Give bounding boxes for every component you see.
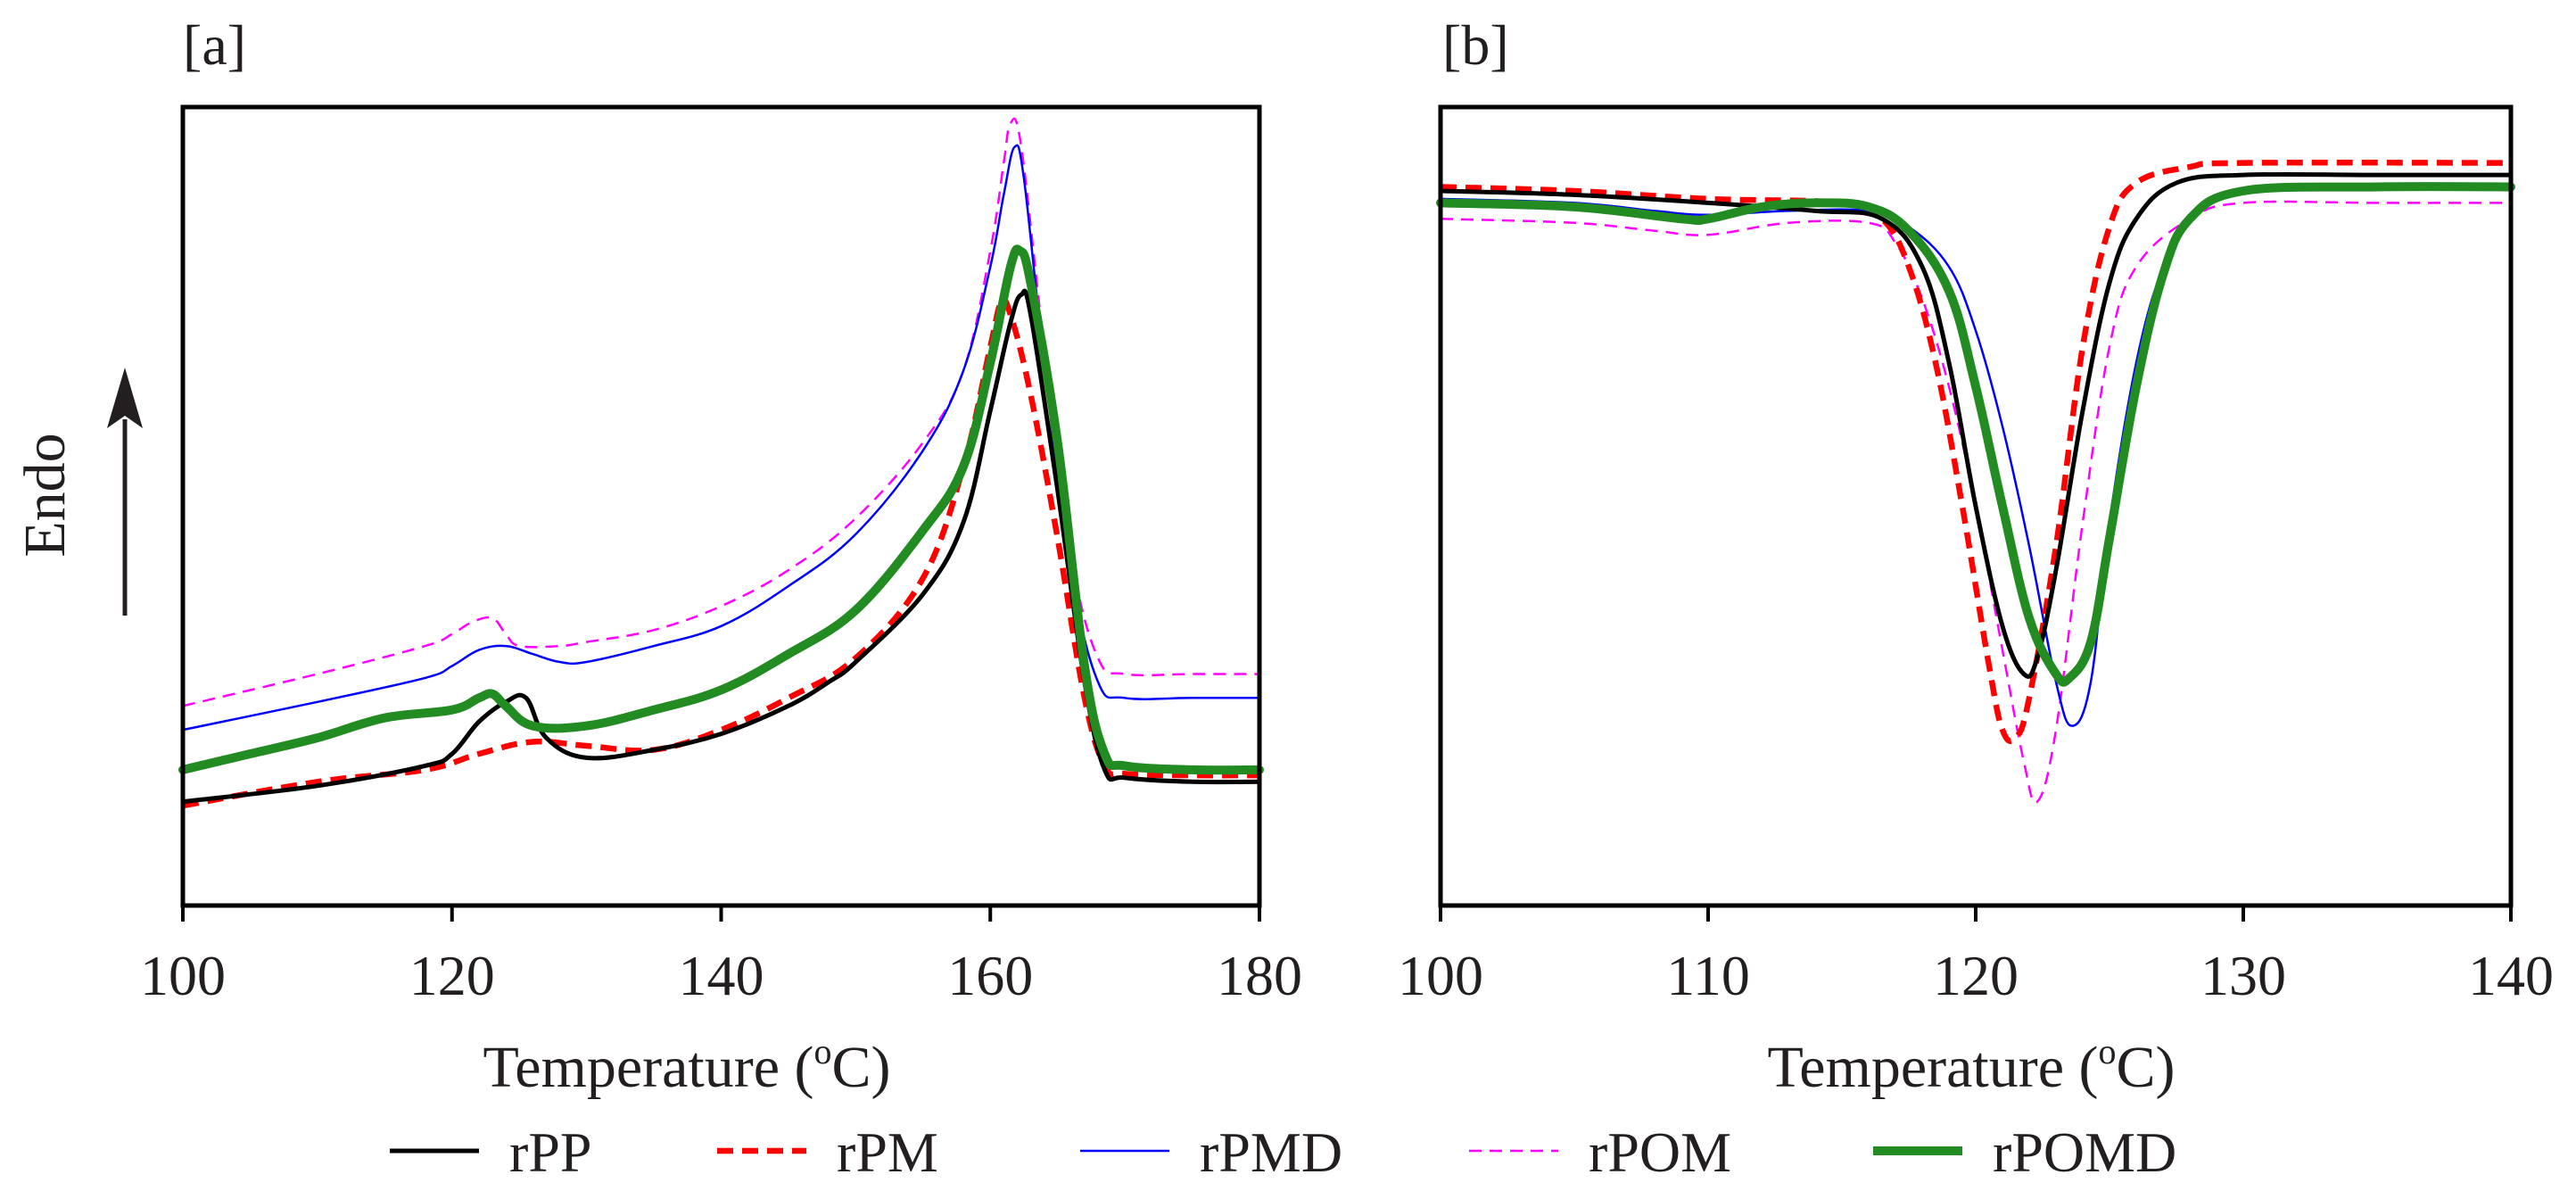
panel-b-series-rpp <box>1438 171 2514 679</box>
panel-b-series-rpom <box>1440 200 2511 805</box>
panel-a-y-axis-label: Endo <box>12 433 78 557</box>
legend-label-rpom: rPOM <box>1589 1121 1731 1184</box>
legend-label-rpp: rPP <box>509 1121 592 1184</box>
panel-a-series-rpm <box>182 296 1260 809</box>
endo-arrow-icon <box>107 368 143 616</box>
panel-a-series-group <box>178 117 1264 809</box>
legend: rPP rPM rPMD rPOM rPOMD <box>390 1121 2176 1184</box>
panel-b-series-rpm <box>1440 159 2512 745</box>
panel-a-x-tick-label: 180 <box>1217 944 1302 1007</box>
panel-a-label: [a] <box>183 13 246 77</box>
panel-a-x-tick-label: 120 <box>409 944 495 1007</box>
panel-b-x-tick-label: 130 <box>2200 944 2286 1007</box>
legend-label-rpomd: rPOMD <box>1993 1121 2176 1184</box>
legend-label-rpm: rPM <box>837 1121 938 1184</box>
panel-b-x-axis-label: Temperature (oC) <box>1768 1031 2176 1100</box>
panel-b-x-ticks: 100 110 120 130 140 <box>1398 906 2554 1007</box>
panel-a-x-ticks: 100 120 140 160 180 <box>140 906 1302 1007</box>
panel-a-series-rpmd <box>181 144 1261 732</box>
legend-label-rpmd: rPMD <box>1200 1121 1342 1184</box>
panel-a-series-rpomd <box>178 244 1264 775</box>
panel-b-x-tick-label: 120 <box>1933 944 2019 1007</box>
panel-a: [a] 100 120 140 160 180 Temperature (oC) End… <box>12 13 1302 1100</box>
panel-a-x-tick-label: 160 <box>947 944 1033 1007</box>
panel-b-x-tick-label: 140 <box>2468 944 2554 1007</box>
panel-a-plot-frame <box>180 104 1262 908</box>
panel-a-x-axis-label: Temperature (oC) <box>483 1031 891 1100</box>
panel-b-x-tick-label: 100 <box>1398 944 1483 1007</box>
panel-a-x-tick-label: 100 <box>140 944 226 1007</box>
panel-b-label: [b] <box>1442 13 1509 77</box>
panel-b-series-rpmd <box>1439 185 2513 727</box>
panel-b-x-tick-label: 110 <box>1666 944 1750 1007</box>
panel-a-series-rpom <box>182 117 1259 707</box>
panel-b-series-rpomd <box>1436 182 2515 687</box>
panel-b-series-group <box>1436 159 2515 805</box>
panel-b: [b] 100 110 120 130 140 Temperature (oC) <box>1398 13 2554 1100</box>
panel-a-x-tick-label: 140 <box>679 944 764 1007</box>
